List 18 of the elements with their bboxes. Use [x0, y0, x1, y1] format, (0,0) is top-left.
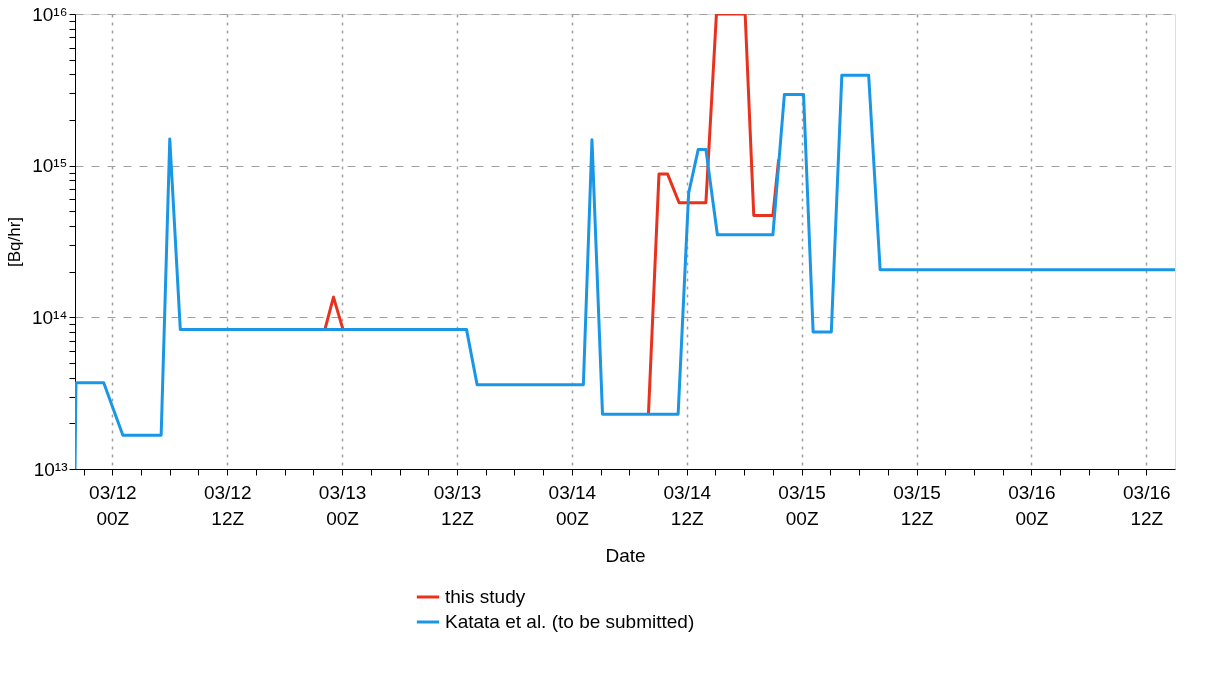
x-tick-label: 03/13 12Z — [433, 481, 482, 529]
x-tick-label: 03/15 12Z — [893, 481, 941, 529]
legend-label: this study — [445, 586, 526, 607]
y-tick-label: 10¹³ — [33, 458, 68, 480]
x-tick-label: 03/15 00Z — [778, 481, 826, 529]
x-tick-label: 03/14 12Z — [663, 481, 712, 529]
x-tick-label: 03/16 12Z — [1123, 481, 1171, 529]
y-tick-label: 10¹⁴ — [31, 306, 68, 328]
x-tick-label: 03/12 00Z — [89, 481, 137, 529]
x-tick-label: 03/13 00Z — [318, 481, 367, 529]
y-axis-title: [Bq/hr] — [4, 216, 24, 268]
legend-label: Katata et al. (to be submitted) — [445, 611, 695, 632]
y-tick-label: 10¹⁵ — [32, 155, 68, 177]
x-tick-label: 03/12 12Z — [203, 481, 252, 529]
y-tick-label: 10¹⁶ — [32, 3, 68, 25]
x-tick-label: 03/16 00Z — [1008, 481, 1056, 529]
x-tick-label: 03/14 00Z — [548, 481, 597, 529]
x-axis-title: Date — [605, 544, 646, 566]
